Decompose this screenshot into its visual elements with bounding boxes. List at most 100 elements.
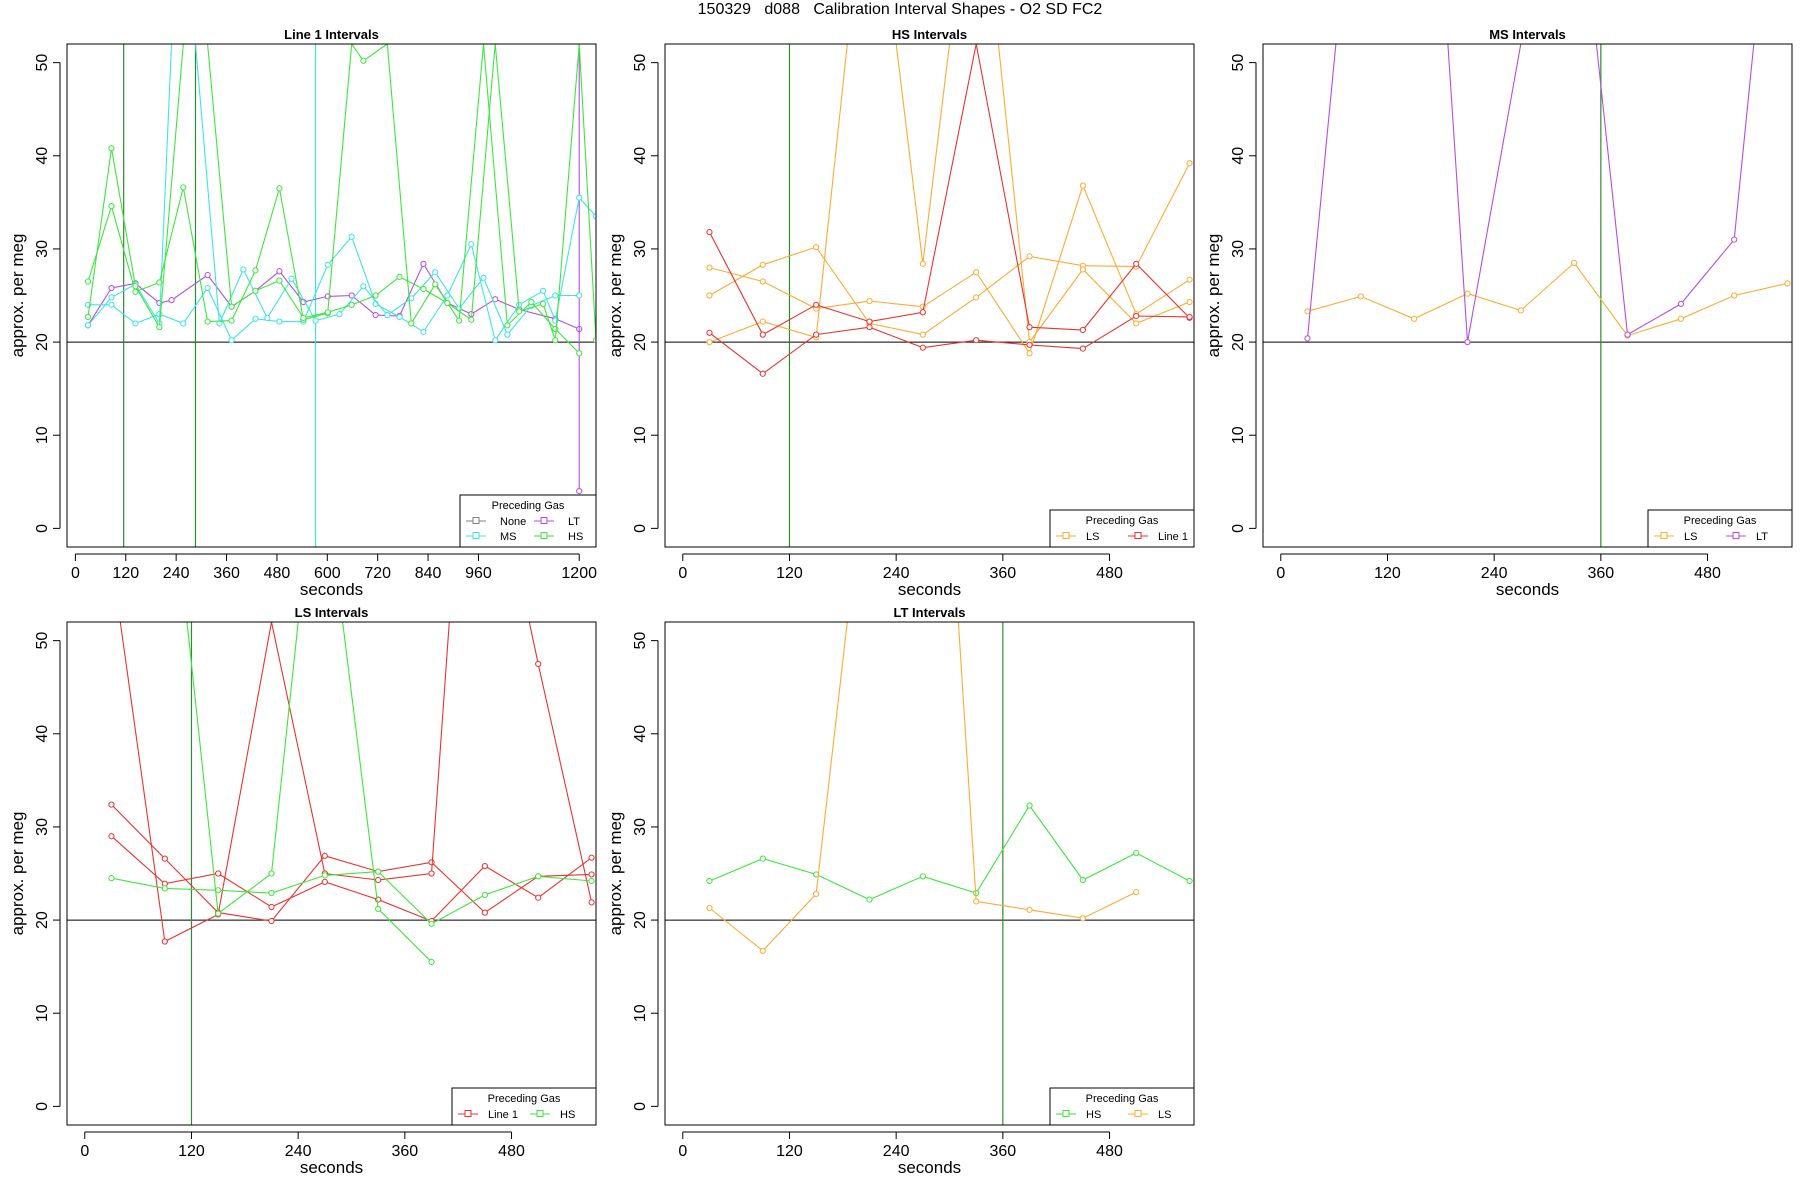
legend-swatch-marker (464, 1110, 472, 1117)
legend-title: Preceding Gas (1086, 1093, 1159, 1105)
y-tick-label: 30 (1230, 240, 1247, 258)
data-point (919, 309, 926, 316)
data-point (759, 855, 766, 862)
data-point (973, 294, 980, 301)
y-tick-label: 30 (632, 818, 649, 836)
y-tick-label: 10 (34, 426, 51, 444)
plot-frame (1262, 43, 1793, 548)
data-point (180, 320, 187, 327)
legend-entry-label: HS (568, 531, 583, 543)
data-point (276, 318, 283, 325)
data-point (1357, 293, 1364, 300)
series-line-hs (111, 871, 592, 925)
data-point (540, 300, 547, 307)
data-point (268, 917, 275, 925)
data-point (204, 318, 211, 325)
data-point (156, 324, 163, 331)
x-tick-label: 240 (163, 565, 190, 582)
legend-entry-label: LS (1158, 1109, 1171, 1121)
data-point (1411, 315, 1418, 322)
data-point (1186, 313, 1193, 321)
data-point (592, 213, 596, 220)
data-point (866, 297, 873, 305)
data-point (576, 194, 583, 201)
x-tick-label: 360 (391, 1143, 418, 1160)
data-point (428, 870, 435, 877)
data-point (1079, 345, 1086, 352)
data-point (276, 268, 283, 275)
data-point (1133, 320, 1140, 327)
data-point (1133, 260, 1140, 267)
data-point (759, 370, 766, 377)
legend-entry-label: MS (500, 531, 517, 543)
data-point (535, 660, 542, 668)
legend-entry-label: HS (1086, 1109, 1101, 1121)
legend-box (451, 1087, 597, 1126)
data-point (480, 274, 487, 281)
data-point (276, 185, 283, 192)
data-point (375, 868, 382, 875)
data-point (108, 875, 115, 882)
data-point (321, 852, 328, 859)
x-tick-label: 1200 (561, 565, 597, 582)
y-tick-label: 20 (1230, 333, 1247, 351)
data-point (866, 318, 873, 325)
data-point (108, 833, 115, 840)
y-tick-label: 40 (34, 147, 51, 165)
data-point (408, 320, 415, 327)
data-point (813, 890, 820, 898)
x-tick-label: 240 (285, 1143, 312, 1160)
series-line-ls (1307, 262, 1788, 337)
legend-swatch-marker (1732, 532, 1740, 539)
data-point (706, 338, 713, 346)
x-tick-label: 240 (883, 565, 910, 582)
data-point (813, 301, 820, 308)
panel-title: Line 1 Intervals (284, 27, 379, 42)
legend-swatch-marker (1062, 1110, 1070, 1117)
data-point (973, 337, 980, 344)
x-tick-label: 120 (178, 1143, 205, 1160)
data-point (706, 877, 713, 885)
data-point (240, 266, 247, 273)
x-tick-label: 480 (264, 565, 291, 582)
legend-swatch-marker (1134, 532, 1142, 539)
data-point (348, 301, 355, 308)
data-point (161, 855, 168, 862)
legend-entry-label: LT (568, 516, 580, 528)
data-point (456, 317, 463, 324)
data-point (300, 314, 307, 321)
data-point (588, 877, 595, 885)
series-line-ls (709, 162, 1191, 336)
data-point (1304, 335, 1311, 342)
y-tick-label: 30 (632, 240, 649, 258)
data-point (268, 903, 275, 911)
x-axis-label: seconds (1496, 580, 1559, 599)
x-tick-label: 480 (1096, 565, 1123, 582)
x-tick-label: 360 (989, 1143, 1016, 1160)
data-point (360, 283, 367, 290)
plot-frame (664, 621, 1195, 1126)
data-point (384, 311, 391, 319)
data-point (1186, 298, 1193, 306)
y-tick-label: 10 (632, 426, 649, 444)
data-point (1026, 324, 1033, 331)
series-line-lt (1306, 44, 1755, 343)
data-point (132, 320, 139, 327)
data-point (1677, 315, 1684, 322)
data-point (592, 337, 596, 344)
data-point (428, 859, 435, 866)
data-point (973, 269, 980, 276)
legend-title: Preceding Gas (1684, 515, 1757, 527)
legend-swatch-marker (540, 532, 548, 539)
x-tick-label: 840 (415, 565, 442, 582)
data-point (1133, 312, 1140, 320)
data-point (516, 308, 523, 315)
legend: Preceding Gas Line 1 HS (451, 1087, 597, 1126)
x-tick-label: 480 (1096, 1143, 1123, 1160)
data-point (540, 287, 547, 294)
x-tick-label: 360 (213, 565, 240, 582)
legend-swatch-marker (1062, 532, 1070, 539)
plot-frame (664, 43, 1195, 548)
series-line-line-1 (709, 44, 1190, 336)
y-tick-label: 20 (34, 333, 51, 351)
